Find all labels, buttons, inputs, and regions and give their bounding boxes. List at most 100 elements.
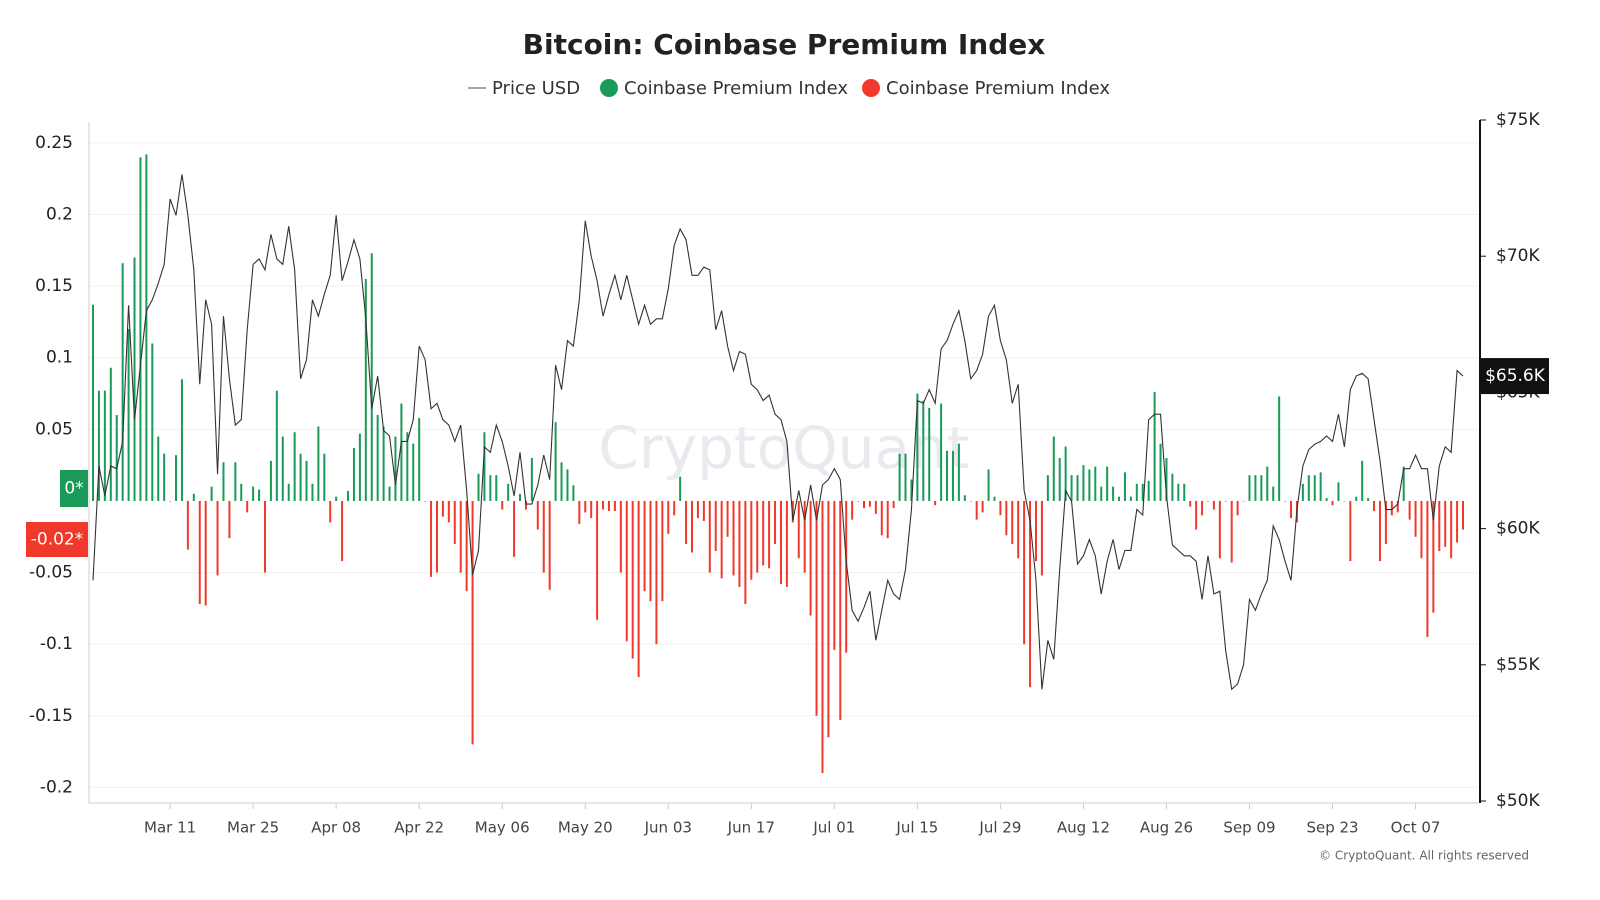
bar [779, 500, 782, 585]
bar [275, 390, 278, 501]
bar [803, 500, 806, 573]
bar [708, 500, 711, 573]
bar [210, 486, 213, 501]
bar [827, 500, 830, 738]
bar [1361, 460, 1364, 501]
bar [637, 500, 640, 678]
y2-tick-label: $70K [1496, 246, 1540, 266]
bar [1349, 500, 1352, 562]
bar [993, 496, 996, 501]
bar [1046, 475, 1049, 501]
bar [465, 500, 468, 592]
bar [1040, 500, 1043, 576]
bar [874, 500, 877, 514]
bar [1343, 500, 1346, 502]
bar [975, 500, 978, 520]
bar [175, 455, 178, 501]
footer: © CryptoQuant. All rights reserved [1319, 849, 1529, 863]
bar [311, 483, 314, 501]
x-tick-label: Apr 22 [394, 819, 444, 837]
value-tag [26, 522, 88, 557]
bar [1313, 475, 1316, 501]
y-tick-label: -0.15 [29, 706, 73, 726]
bar [252, 486, 255, 501]
bar [661, 500, 664, 602]
bar [934, 500, 937, 506]
bar [987, 469, 990, 501]
bar [1325, 498, 1328, 501]
bar [1456, 500, 1459, 543]
bar [1005, 500, 1008, 536]
y-tick-label: 0.05 [35, 419, 73, 439]
bar [809, 500, 812, 616]
bar [293, 432, 296, 501]
bar [1426, 500, 1429, 638]
x-tick-label: Sep 09 [1223, 819, 1275, 837]
bar [702, 500, 705, 522]
bar [619, 500, 622, 573]
bar [839, 500, 842, 721]
bar [1135, 483, 1138, 501]
bar [1290, 500, 1293, 519]
bar [1384, 500, 1387, 544]
watermark: CryptoQuant [598, 414, 969, 482]
bar [222, 462, 225, 501]
bar [263, 500, 266, 573]
legend-swatch [600, 79, 618, 97]
bar [335, 496, 338, 501]
x-tick-label: Aug 12 [1057, 819, 1110, 837]
bar [1183, 483, 1186, 501]
bar [744, 500, 747, 605]
bar [459, 500, 462, 573]
bar [1177, 483, 1180, 501]
value-tag [60, 470, 88, 507]
bar [1171, 473, 1174, 501]
bar [1165, 457, 1168, 501]
bar [1189, 500, 1192, 507]
bar [1260, 475, 1263, 501]
bar [1331, 500, 1334, 506]
bar [501, 500, 504, 510]
bar [376, 415, 379, 501]
bar [768, 500, 771, 569]
bar [1236, 500, 1239, 516]
bar [1390, 500, 1393, 516]
bar [667, 500, 670, 534]
bar [204, 500, 207, 606]
bar [1106, 466, 1109, 501]
bar [1462, 500, 1464, 530]
bar [750, 500, 753, 580]
bar [833, 500, 836, 650]
bar [1266, 466, 1269, 501]
bar [1201, 500, 1204, 516]
y2-tick-label: $75K [1496, 110, 1540, 130]
bar [928, 407, 931, 501]
bar [145, 154, 148, 501]
bar [228, 500, 231, 539]
bar [109, 367, 112, 501]
bar [358, 433, 361, 501]
value-tag-label: -0.02* [31, 530, 84, 550]
x-tick-label: Sep 23 [1306, 819, 1358, 837]
bar [97, 390, 100, 501]
bar [198, 500, 201, 605]
y-tick-label: -0.2 [40, 777, 73, 797]
bar [851, 500, 854, 520]
bar [341, 500, 344, 562]
bar [453, 500, 456, 544]
bar [447, 500, 450, 523]
bar [940, 403, 943, 501]
bar [898, 453, 901, 501]
bar [602, 500, 605, 510]
bar [489, 475, 492, 501]
bar [536, 500, 539, 530]
y-tick-label: 0.25 [35, 133, 73, 153]
bar [1402, 466, 1405, 501]
bar [323, 453, 326, 501]
bar [969, 500, 972, 502]
bar [797, 500, 800, 559]
bar [845, 500, 848, 653]
bar [1029, 500, 1032, 688]
bar [127, 329, 130, 501]
x-tick-label: Aug 26 [1140, 819, 1193, 837]
